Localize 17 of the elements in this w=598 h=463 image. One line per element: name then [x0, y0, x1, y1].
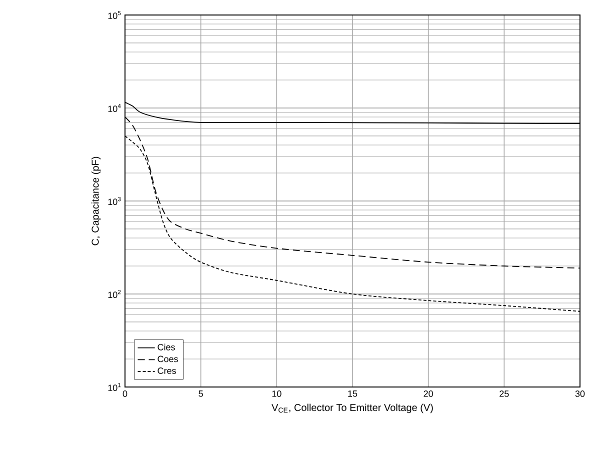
x-tick-label: 30 [575, 390, 585, 397]
x-tick-label: 20 [424, 390, 433, 397]
x-axis-title: V$_{CE}$, Collector To Emitter Voltage (V) [272, 404, 433, 414]
y-tick-label: 10$^{3}$ [108, 196, 121, 206]
y-tick-label: 10$^{1}$ [108, 382, 121, 392]
y-axis-title: C, Capacitance (pF) [91, 156, 101, 246]
legend-label: Cies [158, 344, 175, 350]
y-tick-label: 10$^{5}$ [108, 10, 121, 20]
legend-label: Cres [158, 368, 176, 374]
y-tick-label: 10$^{2}$ [108, 290, 121, 298]
x-tick-label: 5 [198, 390, 203, 397]
x-tick-label: 15 [348, 390, 358, 397]
x-tick-label: 0 [122, 390, 128, 397]
x-tick-label: 25 [500, 390, 509, 397]
x-tick-label: 10 [272, 390, 282, 397]
y-tick-label: 10$^{4}$ [108, 104, 121, 112]
legend-label: Coes [158, 356, 178, 362]
